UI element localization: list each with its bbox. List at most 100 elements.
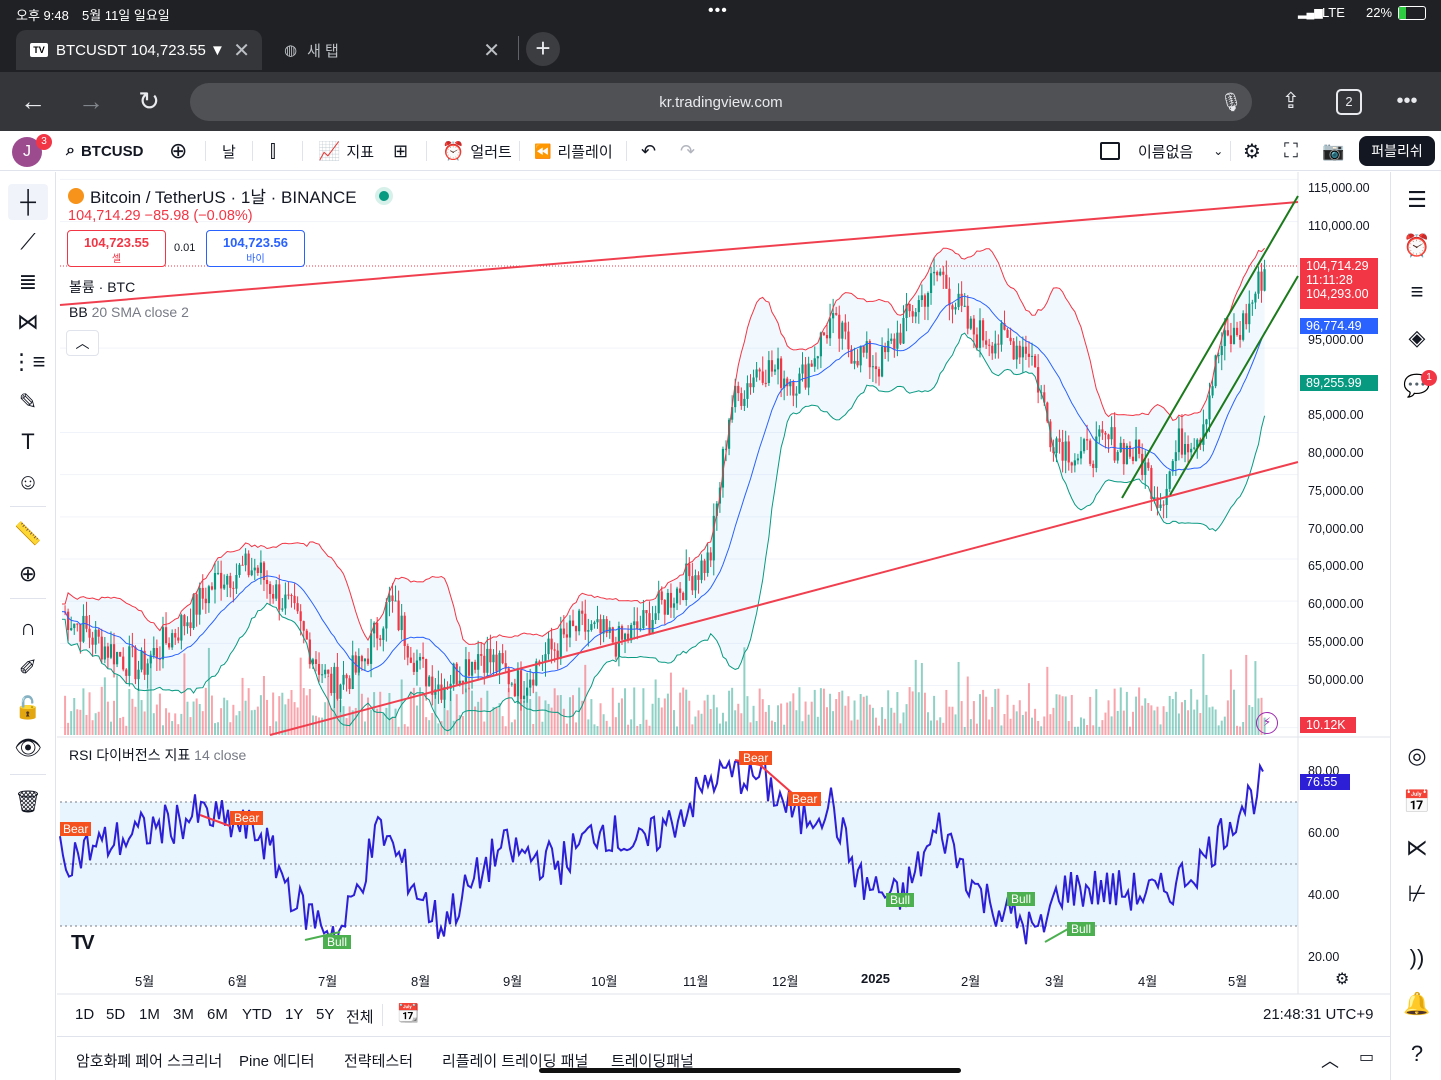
candle-body bbox=[333, 666, 336, 694]
range-1y[interactable]: 1Y bbox=[285, 1006, 304, 1023]
range-5d[interactable]: 5D bbox=[106, 1006, 126, 1023]
tab-pine-editor[interactable]: Pine 에디터 bbox=[239, 1053, 315, 1070]
chart-settings-gear-icon[interactable]: ⚙ bbox=[1335, 971, 1350, 988]
microphone-icon[interactable]: 🎙 bbox=[1219, 91, 1243, 112]
chevron-up-icon[interactable]: ︿ bbox=[1321, 1051, 1339, 1071]
interval-selector[interactable]: 날 bbox=[222, 143, 236, 161]
more-menu-icon[interactable]: ••• bbox=[1396, 89, 1418, 112]
indicators-button[interactable]: 📈 지표 bbox=[318, 140, 375, 161]
calendar-icon[interactable]: 📅 bbox=[1403, 789, 1431, 814]
close-tab-icon[interactable]: ✕ bbox=[483, 40, 500, 62]
volume-bar bbox=[926, 712, 929, 735]
idea-stream-icon[interactable]: ⋉ bbox=[1406, 835, 1428, 860]
chart-legend-title[interactable]: Bitcoin / TetherUS · 1날 · BINANCE bbox=[68, 183, 389, 208]
go-to-date-calendar-icon[interactable]: 📆 bbox=[397, 1003, 420, 1023]
bb-legend[interactable]: BB 20 SMA close 2 bbox=[69, 304, 189, 320]
multitask-dots-icon[interactable]: ••• bbox=[708, 2, 728, 19]
camera-icon[interactable]: 📷 bbox=[1322, 140, 1345, 161]
volume-bar bbox=[737, 703, 740, 735]
timezone-clock[interactable]: 21:48:31 UTC+9 bbox=[1263, 1006, 1374, 1023]
redo-icon[interactable]: ↷ bbox=[680, 140, 696, 161]
tab-crypto-screener[interactable]: 암호화폐 페어 스크리너 bbox=[76, 1053, 223, 1070]
compare-symbol-plus-icon[interactable]: ⊕ bbox=[169, 138, 188, 163]
rsi-legend[interactable]: RSI 다이버전스 지표 14 close bbox=[69, 747, 247, 763]
reload-icon[interactable]: ↻ bbox=[138, 85, 160, 116]
alerts-clock-icon[interactable]: ⏰ bbox=[1403, 233, 1431, 258]
settings-gear-icon[interactable]: ⚙ bbox=[1243, 140, 1261, 163]
trash-icon[interactable]: 🗑 bbox=[14, 789, 42, 814]
pattern-icon[interactable]: ⋈ bbox=[17, 309, 39, 334]
broadcast-icon[interactable]: )) bbox=[1409, 945, 1425, 970]
tab-trading-panel[interactable]: 트레이딩패널 bbox=[611, 1053, 694, 1070]
notification-bell-icon[interactable]: 🔔 bbox=[1403, 991, 1431, 1016]
volume-bar bbox=[217, 722, 220, 735]
publish-button[interactable]: 퍼블리쉬 bbox=[1359, 136, 1435, 166]
ruler-icon[interactable]: 📏 bbox=[14, 521, 42, 546]
fullscreen-icon[interactable]: ⛶ bbox=[1284, 139, 1298, 162]
buy-button[interactable]: 104,723.56 바이 bbox=[206, 230, 305, 267]
zoom-in-icon[interactable]: ⊕ bbox=[18, 561, 38, 586]
range-1m[interactable]: 1M bbox=[139, 1006, 160, 1023]
replay-button[interactable]: ⏪ 리플레이 bbox=[534, 142, 613, 161]
range-1d[interactable]: 1D bbox=[75, 1006, 95, 1023]
candle-body bbox=[275, 584, 278, 599]
stay-in-drawing-mode-icon[interactable]: ✐ bbox=[18, 655, 38, 680]
templates-grid-icon[interactable]: ⊞ bbox=[393, 140, 409, 161]
range-5y[interactable]: 5Y bbox=[316, 1006, 335, 1023]
candle-body bbox=[369, 633, 373, 664]
new-tab-button[interactable]: + bbox=[526, 32, 560, 66]
forward-arrow-icon[interactable]: → bbox=[78, 85, 104, 116]
candle-body bbox=[1067, 441, 1070, 463]
tab-count-button[interactable]: 2 bbox=[1336, 89, 1362, 115]
magnet-icon[interactable]: ∩ bbox=[20, 615, 36, 640]
lock-icon[interactable]: 🔓 bbox=[14, 695, 42, 720]
close-tab-icon[interactable]: ✕ bbox=[233, 40, 250, 62]
share-icon[interactable]: ⇪ bbox=[1281, 88, 1301, 113]
sell-button[interactable]: 104,723.55 셀 bbox=[67, 230, 166, 267]
emoji-icon[interactable]: ☺ bbox=[16, 469, 40, 494]
candle-body bbox=[1220, 346, 1223, 356]
maximize-panel-icon[interactable]: ▭ bbox=[1359, 1049, 1375, 1066]
text-tool-icon[interactable]: T bbox=[21, 429, 35, 454]
candle-type-icon[interactable]: ⫿ bbox=[270, 140, 276, 161]
tab-strategy-tester[interactable]: 전략테스터 bbox=[344, 1053, 414, 1070]
browser-tab-active[interactable]: TV BTCUSDT 104,723.55 ▼ ✕ bbox=[16, 30, 262, 70]
candle-body bbox=[709, 552, 712, 561]
range-6m[interactable]: 6M bbox=[207, 1006, 228, 1023]
volume-bar bbox=[388, 692, 391, 735]
symbol-search[interactable]: ⌕ BTCUSD bbox=[66, 142, 144, 160]
browser-tab[interactable]: ◍ 새 탭 ✕ bbox=[270, 30, 514, 70]
volume-bar bbox=[951, 706, 954, 735]
range-3m[interactable]: 3M bbox=[173, 1006, 194, 1023]
alert-button[interactable]: ⏰ 얼러트 bbox=[442, 140, 512, 161]
brush-icon[interactable]: ✎ bbox=[18, 389, 38, 414]
watchlist-icon[interactable]: ☰ bbox=[1407, 187, 1427, 212]
range-all[interactable]: 전체 bbox=[346, 1009, 374, 1026]
volume-bar bbox=[140, 700, 143, 735]
volume-bar bbox=[685, 689, 688, 735]
collapse-legend-chevron-up-icon[interactable]: ︿ bbox=[66, 330, 99, 356]
candle-body bbox=[400, 615, 403, 631]
undo-icon[interactable]: ↶ bbox=[641, 140, 657, 161]
pine-icon[interactable]: ⊬ bbox=[1407, 881, 1427, 906]
prediction-icon[interactable]: ⋮≡ bbox=[10, 349, 46, 374]
candle-body bbox=[415, 660, 419, 672]
trend-line-icon[interactable]: ⟋ bbox=[20, 229, 36, 254]
lightning-icon[interactable]: ⚡ bbox=[1256, 712, 1278, 734]
volume-legend[interactable]: 볼륨 · BTC bbox=[69, 279, 136, 295]
url-field[interactable]: kr.tradingview.com bbox=[190, 83, 1252, 121]
range-ytd[interactable]: YTD bbox=[242, 1006, 272, 1023]
tab-replay-trading-panel[interactable]: 리플레이 트레이딩 패널 bbox=[442, 1053, 589, 1070]
crosshair-icon[interactable]: ┼ bbox=[8, 184, 48, 220]
help-icon[interactable]: ? bbox=[1410, 1041, 1424, 1066]
volume-bar bbox=[691, 724, 694, 735]
fib-retracement-icon[interactable]: ≣ bbox=[18, 269, 38, 294]
speedometer-icon[interactable]: ◎ bbox=[1407, 743, 1427, 768]
eye-icon[interactable]: 👁 bbox=[14, 735, 42, 760]
back-arrow-icon[interactable]: ← bbox=[20, 85, 46, 116]
layers-icon[interactable]: ◈ bbox=[1408, 325, 1426, 350]
candle-body bbox=[229, 575, 232, 588]
layout-selector[interactable]: 이름없음 ⌄ bbox=[1100, 131, 1223, 171]
object-tree-icon[interactable]: ≡ bbox=[1410, 279, 1424, 304]
